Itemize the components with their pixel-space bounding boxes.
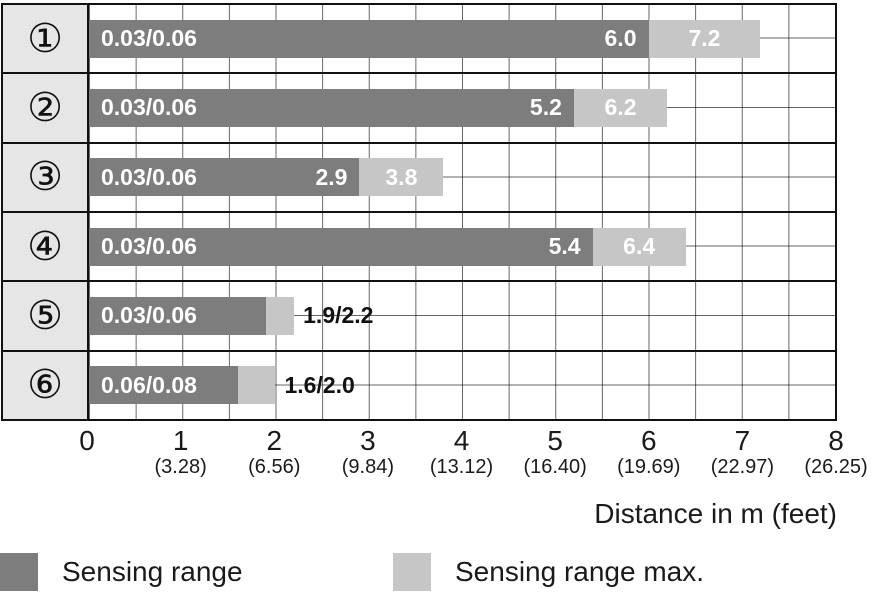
- legend: Sensing range Sensing range max.: [0, 552, 885, 592]
- sensing-range-max-bar: 7.2: [648, 19, 761, 58]
- row-header-1: ①: [3, 5, 87, 75]
- x-axis-title: Distance in m (feet): [594, 498, 837, 529]
- range-end-label: 5.4: [548, 233, 581, 260]
- max-range-label: 3.8: [385, 163, 418, 190]
- max-range-label: 7.2: [688, 25, 721, 52]
- legend-item-sensing-range: Sensing range: [0, 552, 243, 592]
- x-tick-3: 3 (9.84): [341, 425, 394, 479]
- sensing-range-max-swatch: [393, 553, 431, 591]
- outside-range-label: 1.9/2.2: [303, 302, 374, 329]
- row-header-6: ⑥: [27, 363, 63, 408]
- row-header-2: ②: [3, 74, 87, 144]
- row-header-4: ④: [3, 213, 87, 283]
- chart-row-1: 0.03/0.06 6.0 7.2: [89, 5, 835, 75]
- sensing-range-bar: 0.03/0.06 5.2: [89, 88, 574, 127]
- sensing-range-swatch: [0, 553, 38, 591]
- row-header-3: ③: [3, 144, 87, 213]
- min-range-label: 0.06/0.08: [101, 371, 197, 398]
- sensing-range-bar: 0.03/0.06 6.0: [89, 19, 649, 58]
- chart-row-2: 0.03/0.06 5.2 6.2: [89, 74, 835, 144]
- max-range-label: 6.4: [623, 233, 656, 260]
- legend-label: Sensing range: [62, 556, 243, 587]
- x-tick-4: 4 (13.12): [429, 425, 494, 479]
- chart-row-6: 0.06/0.08 1.6/2.0: [89, 351, 835, 419]
- sensing-range-max-bar: [238, 366, 276, 405]
- min-range-label: 0.03/0.06: [101, 25, 197, 52]
- sensing-range-max-bar: [266, 296, 295, 335]
- outside-range-label: 1.6/2.0: [284, 371, 355, 398]
- max-range-label: 6.2: [604, 94, 637, 121]
- row-header-column: ① ② ③ ④ ⑤ ⑥: [3, 5, 89, 419]
- range-end-label: 5.2: [529, 94, 562, 121]
- x-tick-7: 7 (22.97): [710, 425, 775, 479]
- chart-row-5: 0.03/0.06 1.9/2.2: [89, 282, 835, 352]
- range-end-label: 6.0: [604, 25, 637, 52]
- sensing-range-bar: 0.03/0.06 5.4: [89, 227, 593, 266]
- chart-row-3: 0.03/0.06 2.9 3.8: [89, 143, 835, 213]
- chart-plot-area: ① ② ③ ④ ⑤ ⑥ 0.03/0.06 6.0 7.2: [1, 3, 837, 421]
- min-range-label: 0.03/0.06: [101, 302, 197, 329]
- legend-label: Sensing range max.: [455, 556, 705, 587]
- row-header-5: ⑤: [3, 282, 87, 352]
- min-range-label: 0.03/0.06: [101, 163, 197, 190]
- x-tick-2: 2 (6.56): [248, 425, 301, 479]
- plot-grid: 0.03/0.06 6.0 7.2 0.03/0.06 5.2: [89, 5, 835, 419]
- legend-item-sensing-range-max: Sensing range max.: [393, 552, 704, 592]
- sensing-range-max-bar: 3.8: [359, 158, 444, 197]
- x-axis: 0 1 (3.28) 2 (6.56) 3 (9.84) 4 (13.12) 5…: [79, 425, 867, 484]
- x-tick-1: 1 (3.28): [154, 425, 207, 479]
- range-end-label: 2.9: [315, 163, 348, 190]
- sensing-range-max-bar: 6.2: [573, 88, 668, 127]
- x-tick-6: 6 (19.69): [617, 425, 681, 479]
- sensing-range-bar: 0.06/0.08: [89, 366, 239, 405]
- x-tick-5: 5 (16.40): [523, 425, 587, 479]
- sensing-range-bar: 0.03/0.06: [89, 296, 267, 335]
- sensing-range-max-bar: 6.4: [592, 227, 686, 266]
- x-tick-8: 8 (26.25): [804, 425, 868, 479]
- sensing-range-bar: 0.03/0.06 2.9: [89, 158, 360, 197]
- x-tick-0: 0: [79, 425, 95, 456]
- min-range-label: 0.03/0.06: [101, 94, 197, 121]
- chart-row-4: 0.03/0.06 5.4 6.4: [89, 212, 835, 283]
- min-range-label: 0.03/0.06: [101, 233, 197, 260]
